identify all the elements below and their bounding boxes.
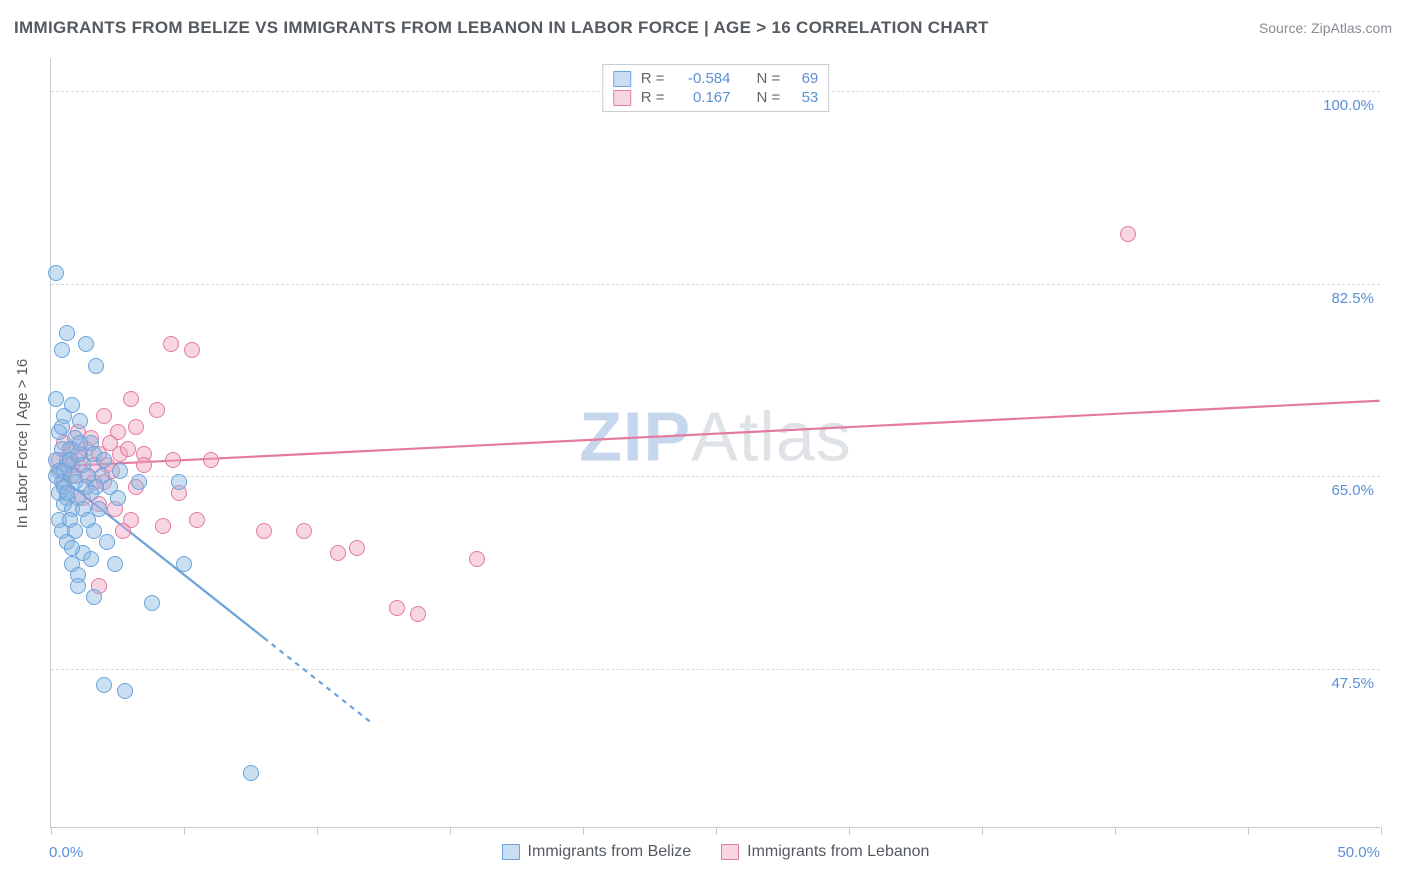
data-point-lebanon [189,512,205,528]
data-point-lebanon [163,336,179,352]
series-legend: Immigrants from Belize Immigrants from L… [51,843,1380,861]
x-tick [1115,827,1116,835]
legend-item-belize: Immigrants from Belize [502,843,692,861]
data-point-belize [88,358,104,374]
x-tick [184,827,185,835]
data-point-lebanon [203,452,219,468]
data-point-belize [176,556,192,572]
swatch-belize [613,71,631,87]
x-tick [583,827,584,835]
x-tick [849,827,850,835]
data-point-lebanon [120,441,136,457]
data-point-belize [107,556,123,572]
r-label: R = [641,89,665,106]
data-point-lebanon [389,600,405,616]
data-point-lebanon [184,342,200,358]
y-axis-label: In Labor Force | Age > 16 [15,358,32,527]
data-point-lebanon [469,551,485,567]
data-point-belize [96,677,112,693]
data-point-belize [86,589,102,605]
data-point-belize [110,490,126,506]
data-point-belize [83,485,99,501]
data-point-lebanon [128,419,144,435]
data-point-lebanon [410,606,426,622]
n-label: N = [757,70,781,87]
data-point-belize [62,452,78,468]
data-point-belize [243,765,259,781]
r-label: R = [641,70,665,87]
data-point-belize [99,534,115,550]
regression-line [264,638,370,722]
data-point-lebanon [1120,226,1136,242]
plot-area: ZIPAtlas R = -0.584 N = 69 R = 0.167 N =… [50,58,1380,828]
data-point-belize [83,551,99,567]
n-value-lebanon: 53 [790,89,818,106]
data-point-belize [131,474,147,490]
swatch-lebanon [721,844,739,860]
data-point-belize [59,325,75,341]
chart-title: IMMIGRANTS FROM BELIZE VS IMMIGRANTS FRO… [14,18,989,38]
data-point-belize [48,265,64,281]
swatch-lebanon [613,90,631,106]
data-point-lebanon [136,457,152,473]
source-attribution: Source: ZipAtlas.com [1259,20,1392,36]
x-tick [317,827,318,835]
data-point-belize [64,540,80,556]
data-point-lebanon [123,391,139,407]
legend-row-belize: R = -0.584 N = 69 [613,69,819,88]
regression-line [51,401,1379,467]
correlation-legend: R = -0.584 N = 69 R = 0.167 N = 53 [602,64,830,112]
data-point-lebanon [149,402,165,418]
data-point-lebanon [330,545,346,561]
x-tick [716,827,717,835]
data-point-belize [86,523,102,539]
data-point-lebanon [96,408,112,424]
regression-lines-layer [51,58,1380,827]
legend-row-lebanon: R = 0.167 N = 53 [613,88,819,107]
data-point-belize [144,595,160,611]
x-start-label: 0.0% [49,844,83,861]
r-value-lebanon: 0.167 [675,89,731,106]
legend-label-belize: Immigrants from Belize [528,843,692,861]
data-point-lebanon [115,523,131,539]
data-point-lebanon [349,540,365,556]
data-point-belize [54,342,70,358]
x-tick [51,827,52,835]
data-point-belize [78,336,94,352]
data-point-belize [64,397,80,413]
data-point-lebanon [165,452,181,468]
data-point-belize [70,578,86,594]
x-end-label: 50.0% [1337,844,1380,861]
data-point-belize [48,391,64,407]
y-axis-label-container: In Labor Force | Age > 16 [8,58,38,828]
data-point-lebanon [256,523,272,539]
n-value-belize: 69 [790,70,818,87]
data-point-belize [59,485,75,501]
data-point-belize [112,463,128,479]
data-point-belize [96,452,112,468]
data-point-belize [72,435,88,451]
data-point-belize [72,413,88,429]
legend-item-lebanon: Immigrants from Lebanon [721,843,929,861]
data-point-lebanon [296,523,312,539]
x-tick [1381,827,1382,835]
r-value-belize: -0.584 [675,70,731,87]
x-tick [982,827,983,835]
legend-label-lebanon: Immigrants from Lebanon [747,843,929,861]
x-tick [1248,827,1249,835]
swatch-belize [502,844,520,860]
n-label: N = [757,89,781,106]
data-point-belize [48,468,64,484]
data-point-belize [54,419,70,435]
data-point-belize [171,474,187,490]
x-tick [450,827,451,835]
data-point-lebanon [155,518,171,534]
data-point-belize [91,501,107,517]
data-point-belize [117,683,133,699]
